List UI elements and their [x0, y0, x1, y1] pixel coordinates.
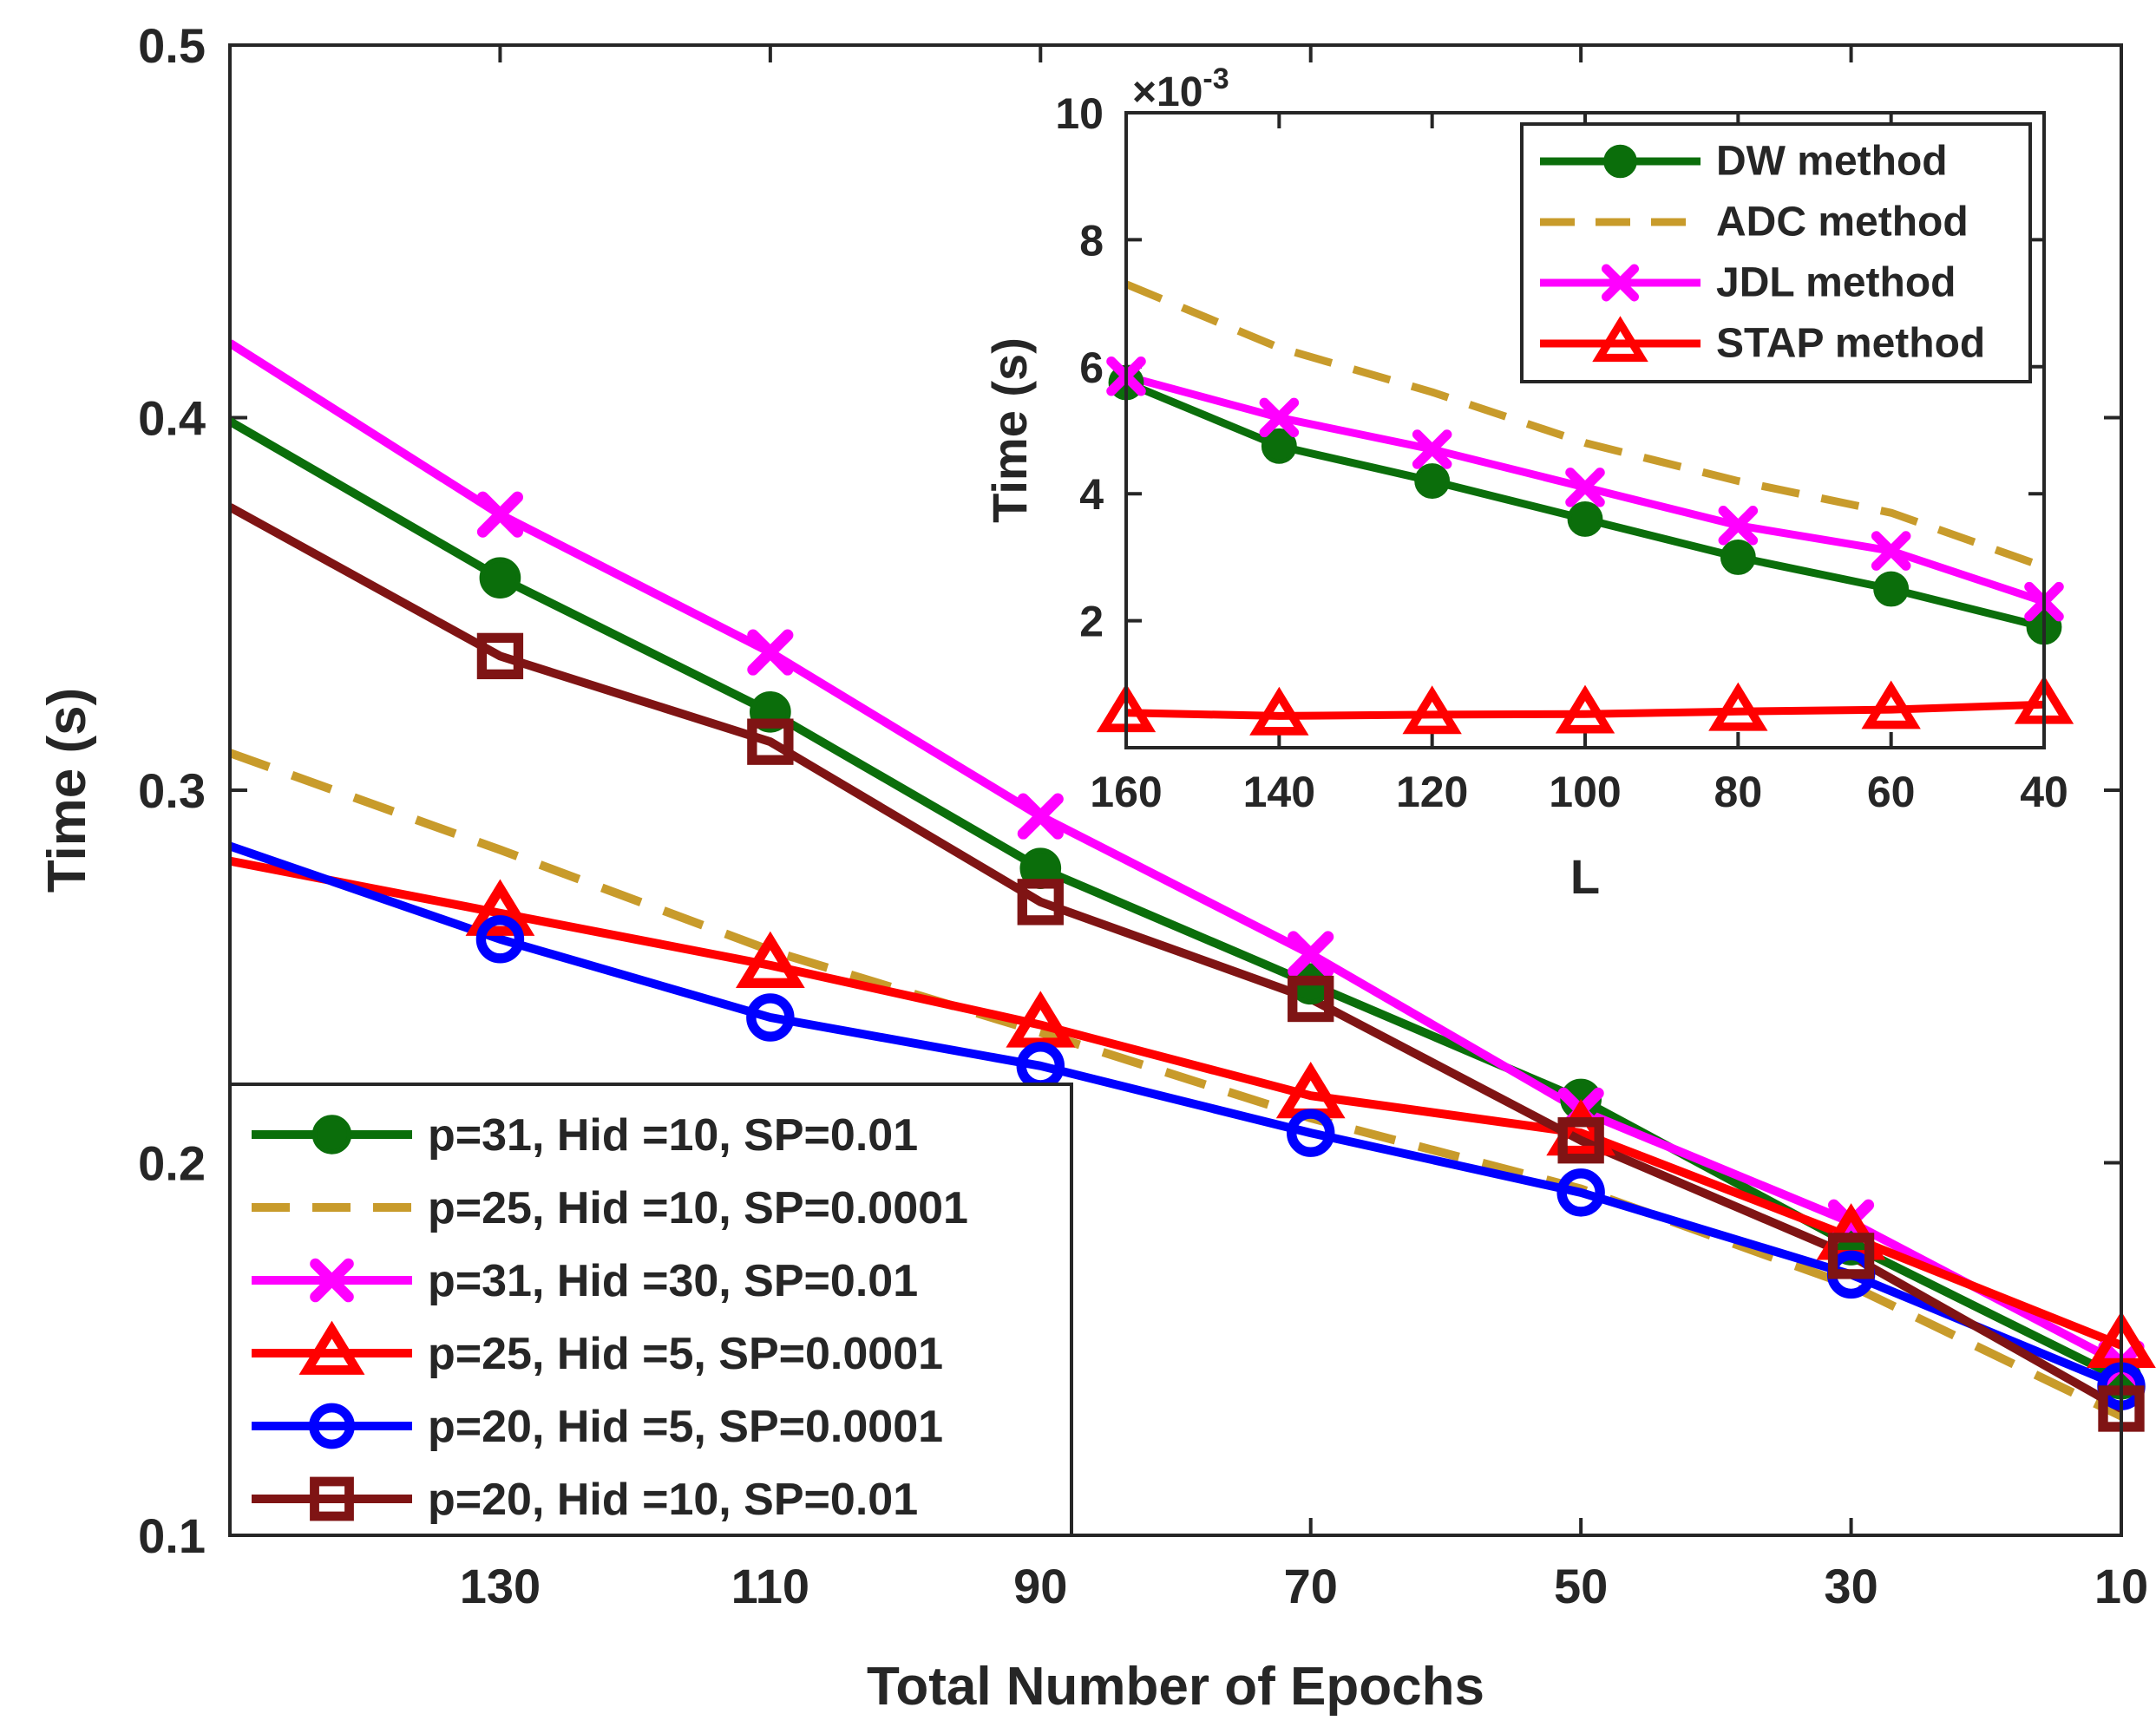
inset-legend: DW method ADC method JDL method STAP method [1520, 122, 2032, 383]
inset-x-tick-label: 120 [1396, 768, 1468, 816]
main-marker-p-31-hid-30-sp-0-01 [1017, 793, 1064, 840]
main-y-tick-label: 0.5 [138, 18, 206, 73]
inset-series-line-stap-method [1125, 700, 2045, 720]
main-markers [465, 491, 2156, 1432]
inset-x-tick-label: 160 [1090, 768, 1162, 816]
inset-y-axis-label: Time (s) [982, 337, 1037, 523]
main-axes-box [228, 43, 2123, 1537]
inset-marker-stap-method [1402, 685, 1462, 735]
main-marker-p-31-hid-30-sp-0-01 [747, 629, 794, 676]
inset-x-tick-label: 80 [1714, 768, 1763, 816]
inset-marker-jdl-method [1412, 429, 1452, 469]
main-legend-label: p=25, Hid =10, SP=0.0001 [428, 1183, 968, 1233]
inset-legend-label: STAP method [1716, 320, 1985, 366]
main-marker-p-20-hid-10-sp-0-01 [1288, 975, 1334, 1023]
inset-marker-jdl-method [1718, 506, 1759, 546]
main-marker-p-20-hid-10-sp-0-01 [1017, 879, 1064, 926]
main-marker-p-20-hid-5-sp-0-0001 [1556, 1168, 1605, 1217]
main-x-tick-label: 30 [1824, 1559, 1877, 1613]
main-tick-labels: 130 110 90 70 50 30 10 0.1 0.2 0.3 0.4 0.5 [138, 18, 2148, 1613]
inset-marker-jdl-method [1259, 397, 1300, 438]
inset-axes-box [1124, 111, 2046, 749]
main-x-tick-label: 10 [2094, 1559, 2148, 1613]
inset-marker-stap-method [1708, 682, 1768, 731]
main-series-line-p-25-hid-5-sp-0-0001 [230, 856, 2121, 1350]
main-y-tick-label: 0.1 [138, 1508, 206, 1563]
main-series-line-p-20-hid-10-sp-0-01 [230, 503, 2121, 1413]
main-marker-p-20-hid-5-sp-0-0001 [475, 915, 525, 964]
inset-x-tick-label: 40 [2020, 768, 2068, 816]
inset-marker-dw-method [1261, 428, 1297, 464]
main-legend-label: p=31, Hid =30, SP=0.01 [428, 1256, 918, 1306]
inset-x-tick-label: 60 [1867, 768, 1916, 816]
main-y-axis-label: Time (s) [37, 688, 97, 893]
main-legend-box [228, 1083, 1073, 1537]
main-x-tick-label: 70 [1284, 1559, 1338, 1613]
inset-legend-marker [1603, 144, 1637, 179]
inset-y-tick-label: 10 [1055, 89, 1104, 138]
main-marker-p-25-hid-5-sp-0-0001 [735, 931, 805, 988]
inset-y-tick-label: 8 [1079, 216, 1104, 265]
main-y-tick-label: 0.3 [138, 763, 206, 818]
inset-y-tick-label: 6 [1079, 343, 1104, 392]
main-y-tick-label: 0.4 [138, 391, 206, 446]
main-x-tick-label: 90 [1013, 1559, 1067, 1613]
inset-tick-labels: 160 140 120 100 80 60 40 2 4 6 8 10 [1055, 89, 2068, 816]
main-legend-label: p=25, Hid =5, SP=0.0001 [428, 1329, 943, 1379]
inset-series-line-adc-method [1124, 280, 2046, 571]
main-series [230, 339, 2121, 1421]
main-marker-p-25-hid-5-sp-0-0001 [465, 879, 535, 936]
inset-legend-label: ADC method [1716, 199, 1969, 245]
inset-marker-dw-method [1873, 571, 1910, 607]
inset-marker-dw-method [1414, 463, 1451, 499]
main-marker-p-31-hid-10-sp-0-01 [479, 557, 521, 599]
inset-marker-stap-method [1861, 680, 1921, 729]
inset-marker-dw-method [1567, 501, 1603, 537]
main-marker-p-20-hid-5-sp-0-0001 [1286, 1109, 1335, 1157]
inset-x-tick-label: 100 [1549, 768, 1621, 816]
inset-marker-stap-method [1555, 684, 1615, 734]
main-x-tick-label: 130 [460, 1559, 541, 1613]
main-legend-marker [310, 1258, 354, 1303]
main-legend-label: p=20, Hid =5, SP=0.0001 [428, 1402, 943, 1452]
main-x-axis-label: Total Number of Epochs [867, 1657, 1484, 1717]
main-marker-p-31-hid-30-sp-0-01 [476, 491, 523, 538]
main-marker-p-20-hid-5-sp-0-0001 [746, 993, 795, 1042]
inset-legend-marker [1601, 264, 1640, 302]
main-x-tick-label: 110 [731, 1559, 809, 1613]
main-series-line-p-31-hid-30-sp-0-01 [230, 339, 2121, 1368]
inset-marker-jdl-method [1871, 531, 1911, 571]
inset-marker-jdl-method [1565, 468, 1605, 507]
inset-x-tick-label: 140 [1243, 768, 1315, 816]
inset-marker-stap-method [1249, 686, 1309, 736]
main-legend-marker [309, 1403, 355, 1449]
inset-legend-label: DW method [1716, 138, 1948, 184]
main-marker-p-20-hid-10-sp-0-01 [1827, 1233, 1875, 1279]
main-marker-p-20-hid-10-sp-0-01 [476, 632, 524, 680]
inset-y-tick-label: 4 [1079, 470, 1104, 519]
main-marker-p-25-hid-5-sp-0-0001 [1546, 1098, 1616, 1156]
main-legend: p=31, Hid =10, SP=0.01 p=25, Hid =10, SP=… [228, 1083, 1073, 1537]
inset-legend-label: JDL method [1716, 259, 1956, 305]
main-legend-marker [311, 1115, 352, 1155]
main-series-line-p-25-hid-10-sp-0-0001 [230, 749, 2121, 1421]
main-x-tick-label: 50 [1554, 1559, 1608, 1613]
main-legend-label: p=31, Hid =10, SP=0.01 [428, 1110, 918, 1161]
main-marker-p-31-hid-30-sp-0-01 [1288, 931, 1334, 978]
main-legend-label: p=20, Hid =10, SP=0.01 [428, 1475, 918, 1525]
main-marker-p-20-hid-10-sp-0-01 [747, 718, 794, 765]
inset-legend-marker [1592, 316, 1648, 363]
inset-marker-dw-method [1720, 539, 1756, 575]
inset-x-axis-label: L [1570, 849, 1600, 904]
inset-exponent-label: ×10-3 [1132, 62, 1229, 115]
main-marker-p-20-hid-10-sp-0-01 [1557, 1117, 1604, 1164]
main-legend-marker [310, 1476, 354, 1521]
main-series-line-p-20-hid-5-sp-0-0001 [230, 841, 2121, 1390]
inset-y-tick-label: 2 [1079, 598, 1104, 646]
main-y-tick-label: 0.2 [138, 1136, 206, 1191]
main-legend-marker [298, 1320, 365, 1375]
